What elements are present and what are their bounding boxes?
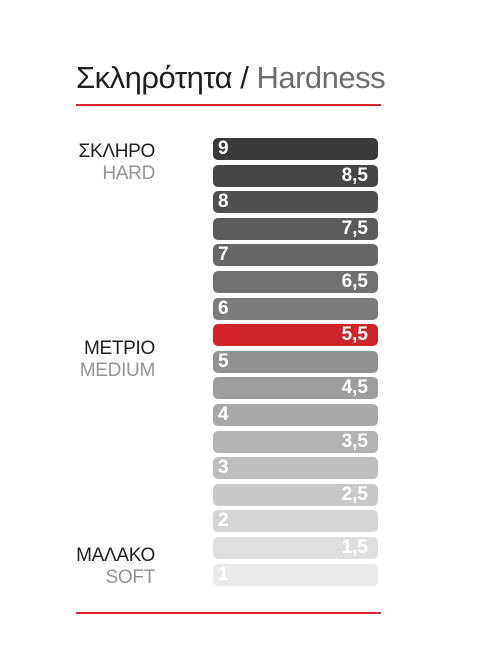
hardness-bar-9: 9 bbox=[213, 138, 378, 160]
hardness-bar-6: 6 bbox=[213, 297, 378, 320]
label-hard-english: HARD bbox=[102, 163, 155, 184]
hardness-bar-1-5: 1,5 bbox=[213, 537, 378, 559]
hardness-bar-2-5: 2,5 bbox=[213, 483, 378, 506]
page-title: Σκληρότητα / Hardness bbox=[76, 58, 386, 98]
title-separator: / bbox=[240, 60, 249, 95]
hardness-value: 6,5 bbox=[341, 271, 368, 292]
hardness-value: 6 bbox=[218, 297, 229, 319]
bottom-divider bbox=[76, 612, 381, 614]
top-divider bbox=[76, 104, 381, 106]
hardness-value: 4,5 bbox=[341, 377, 368, 399]
hardness-value: 1,5 bbox=[341, 537, 368, 558]
hardness-value: 4 bbox=[218, 404, 229, 425]
hardness-bar-4: 4 bbox=[213, 404, 378, 426]
hardness-bar-3-5: 3,5 bbox=[213, 430, 378, 453]
hardness-bar-3: 3 bbox=[213, 457, 378, 480]
label-soft-greek: ΜΑΛΑΚΟ bbox=[76, 545, 155, 566]
label-hard: ΣΚΛΗΡΟ HARD bbox=[78, 141, 156, 185]
label-medium-english: MEDIUM bbox=[79, 360, 156, 381]
label-soft-english: SOFT bbox=[105, 567, 156, 588]
label-soft: ΜΑΛΑΚΟ SOFT bbox=[76, 545, 155, 589]
label-medium-greek: ΜΕΤΡΙΟ bbox=[83, 338, 155, 359]
hardness-bar-8: 8 bbox=[213, 191, 378, 214]
hardness-value: 7,5 bbox=[341, 217, 368, 239]
hardness-bar-1: 1 bbox=[213, 563, 378, 586]
hardness-value: 3 bbox=[218, 457, 229, 479]
hardness-value: 2 bbox=[218, 510, 229, 532]
hardness-value: 9 bbox=[218, 138, 229, 159]
hardness-bar-5: 5 bbox=[213, 350, 378, 373]
hardness-value: 8,5 bbox=[341, 164, 368, 186]
hardness-value: 5 bbox=[218, 350, 229, 372]
title-greek: Σκληρότητα bbox=[76, 60, 233, 95]
hardness-bar-5-5: 5,5 bbox=[213, 324, 378, 347]
hardness-value: 3,5 bbox=[341, 430, 368, 452]
label-medium: ΜΕΤΡΙΟ MEDIUM bbox=[79, 338, 156, 382]
hardness-value: 8 bbox=[218, 191, 229, 213]
title-english: Hardness bbox=[256, 60, 386, 95]
hardness-bar-2: 2 bbox=[213, 510, 378, 533]
hardness-value: 5,5 bbox=[341, 324, 368, 346]
label-hard-greek: ΣΚΛΗΡΟ bbox=[78, 141, 156, 162]
hardness-bar-7-5: 7,5 bbox=[213, 217, 378, 240]
hardness-bar-7: 7 bbox=[213, 244, 378, 267]
hardness-bar-8-5: 8,5 bbox=[213, 164, 378, 187]
hardness-bar-4-5: 4,5 bbox=[213, 377, 378, 400]
hardness-value: 1 bbox=[218, 563, 229, 585]
hardness-value: 2,5 bbox=[341, 483, 368, 505]
hardness-value: 7 bbox=[218, 244, 229, 266]
hardness-bar-6-5: 6,5 bbox=[213, 271, 378, 293]
